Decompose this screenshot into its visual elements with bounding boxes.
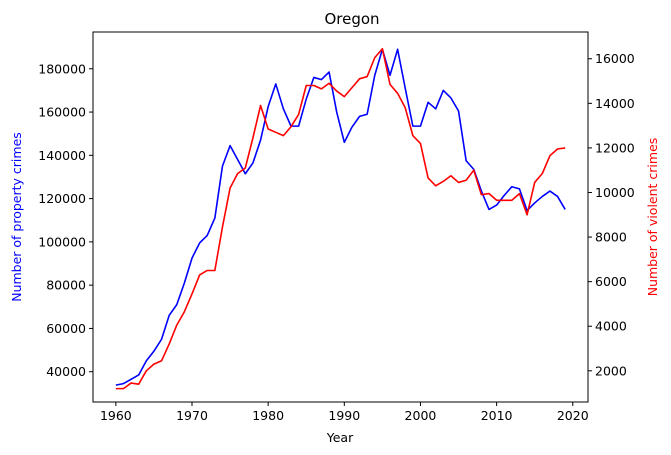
x-tick-label: 2010 (481, 408, 513, 423)
right-y-tick-label: 8000 (595, 230, 627, 245)
x-tick-label: 1970 (176, 408, 208, 423)
x-axis-label: Year (326, 430, 354, 445)
right-y-tick-label: 14000 (595, 96, 635, 111)
left-y-tick-label: 180000 (38, 61, 86, 76)
left-y-tick-label: 80000 (46, 278, 86, 293)
property-crimes-line (115, 48, 566, 386)
right-y-tick-label: 16000 (595, 51, 635, 66)
left-y-tick-label: 60000 (46, 321, 86, 336)
right-y-tick-label: 10000 (595, 185, 635, 200)
right-y-tick-label: 2000 (595, 363, 627, 378)
left-y-tick-label: 160000 (38, 105, 86, 120)
right-y-tick-label: 12000 (595, 140, 635, 155)
left-y-tick-label: 120000 (38, 191, 86, 206)
x-tick-label: 1990 (328, 408, 360, 423)
plot-area (115, 47, 566, 390)
chart-title: Oregon (324, 10, 379, 28)
x-tick-label: 2000 (405, 408, 437, 423)
x-tick-label: 1960 (100, 408, 132, 423)
right-y-axis: 2000 4000 6000 8000 10000 12000 14000 16000 (588, 51, 635, 378)
left-y-tick-label: 100000 (38, 234, 86, 249)
x-tick-label: 1980 (252, 408, 284, 423)
violent-crimes-line (115, 47, 566, 390)
left-y-tick-label: 140000 (38, 148, 86, 163)
left-y-axis: 40000 60000 80000 100000 120000 140000 160000 1… (38, 61, 93, 379)
right-y-axis-label: Number of violent crimes (645, 138, 660, 297)
right-y-tick-label: 4000 (595, 319, 627, 334)
x-tick-label: 2020 (557, 408, 589, 423)
right-y-tick-label: 6000 (595, 274, 627, 289)
plot-frame (92, 31, 589, 403)
x-axis: 1960 1970 1980 1990 2000 2010 2020 (100, 402, 589, 423)
left-y-axis-label: Number of property crimes (9, 132, 24, 302)
left-y-tick-label: 40000 (46, 364, 86, 379)
